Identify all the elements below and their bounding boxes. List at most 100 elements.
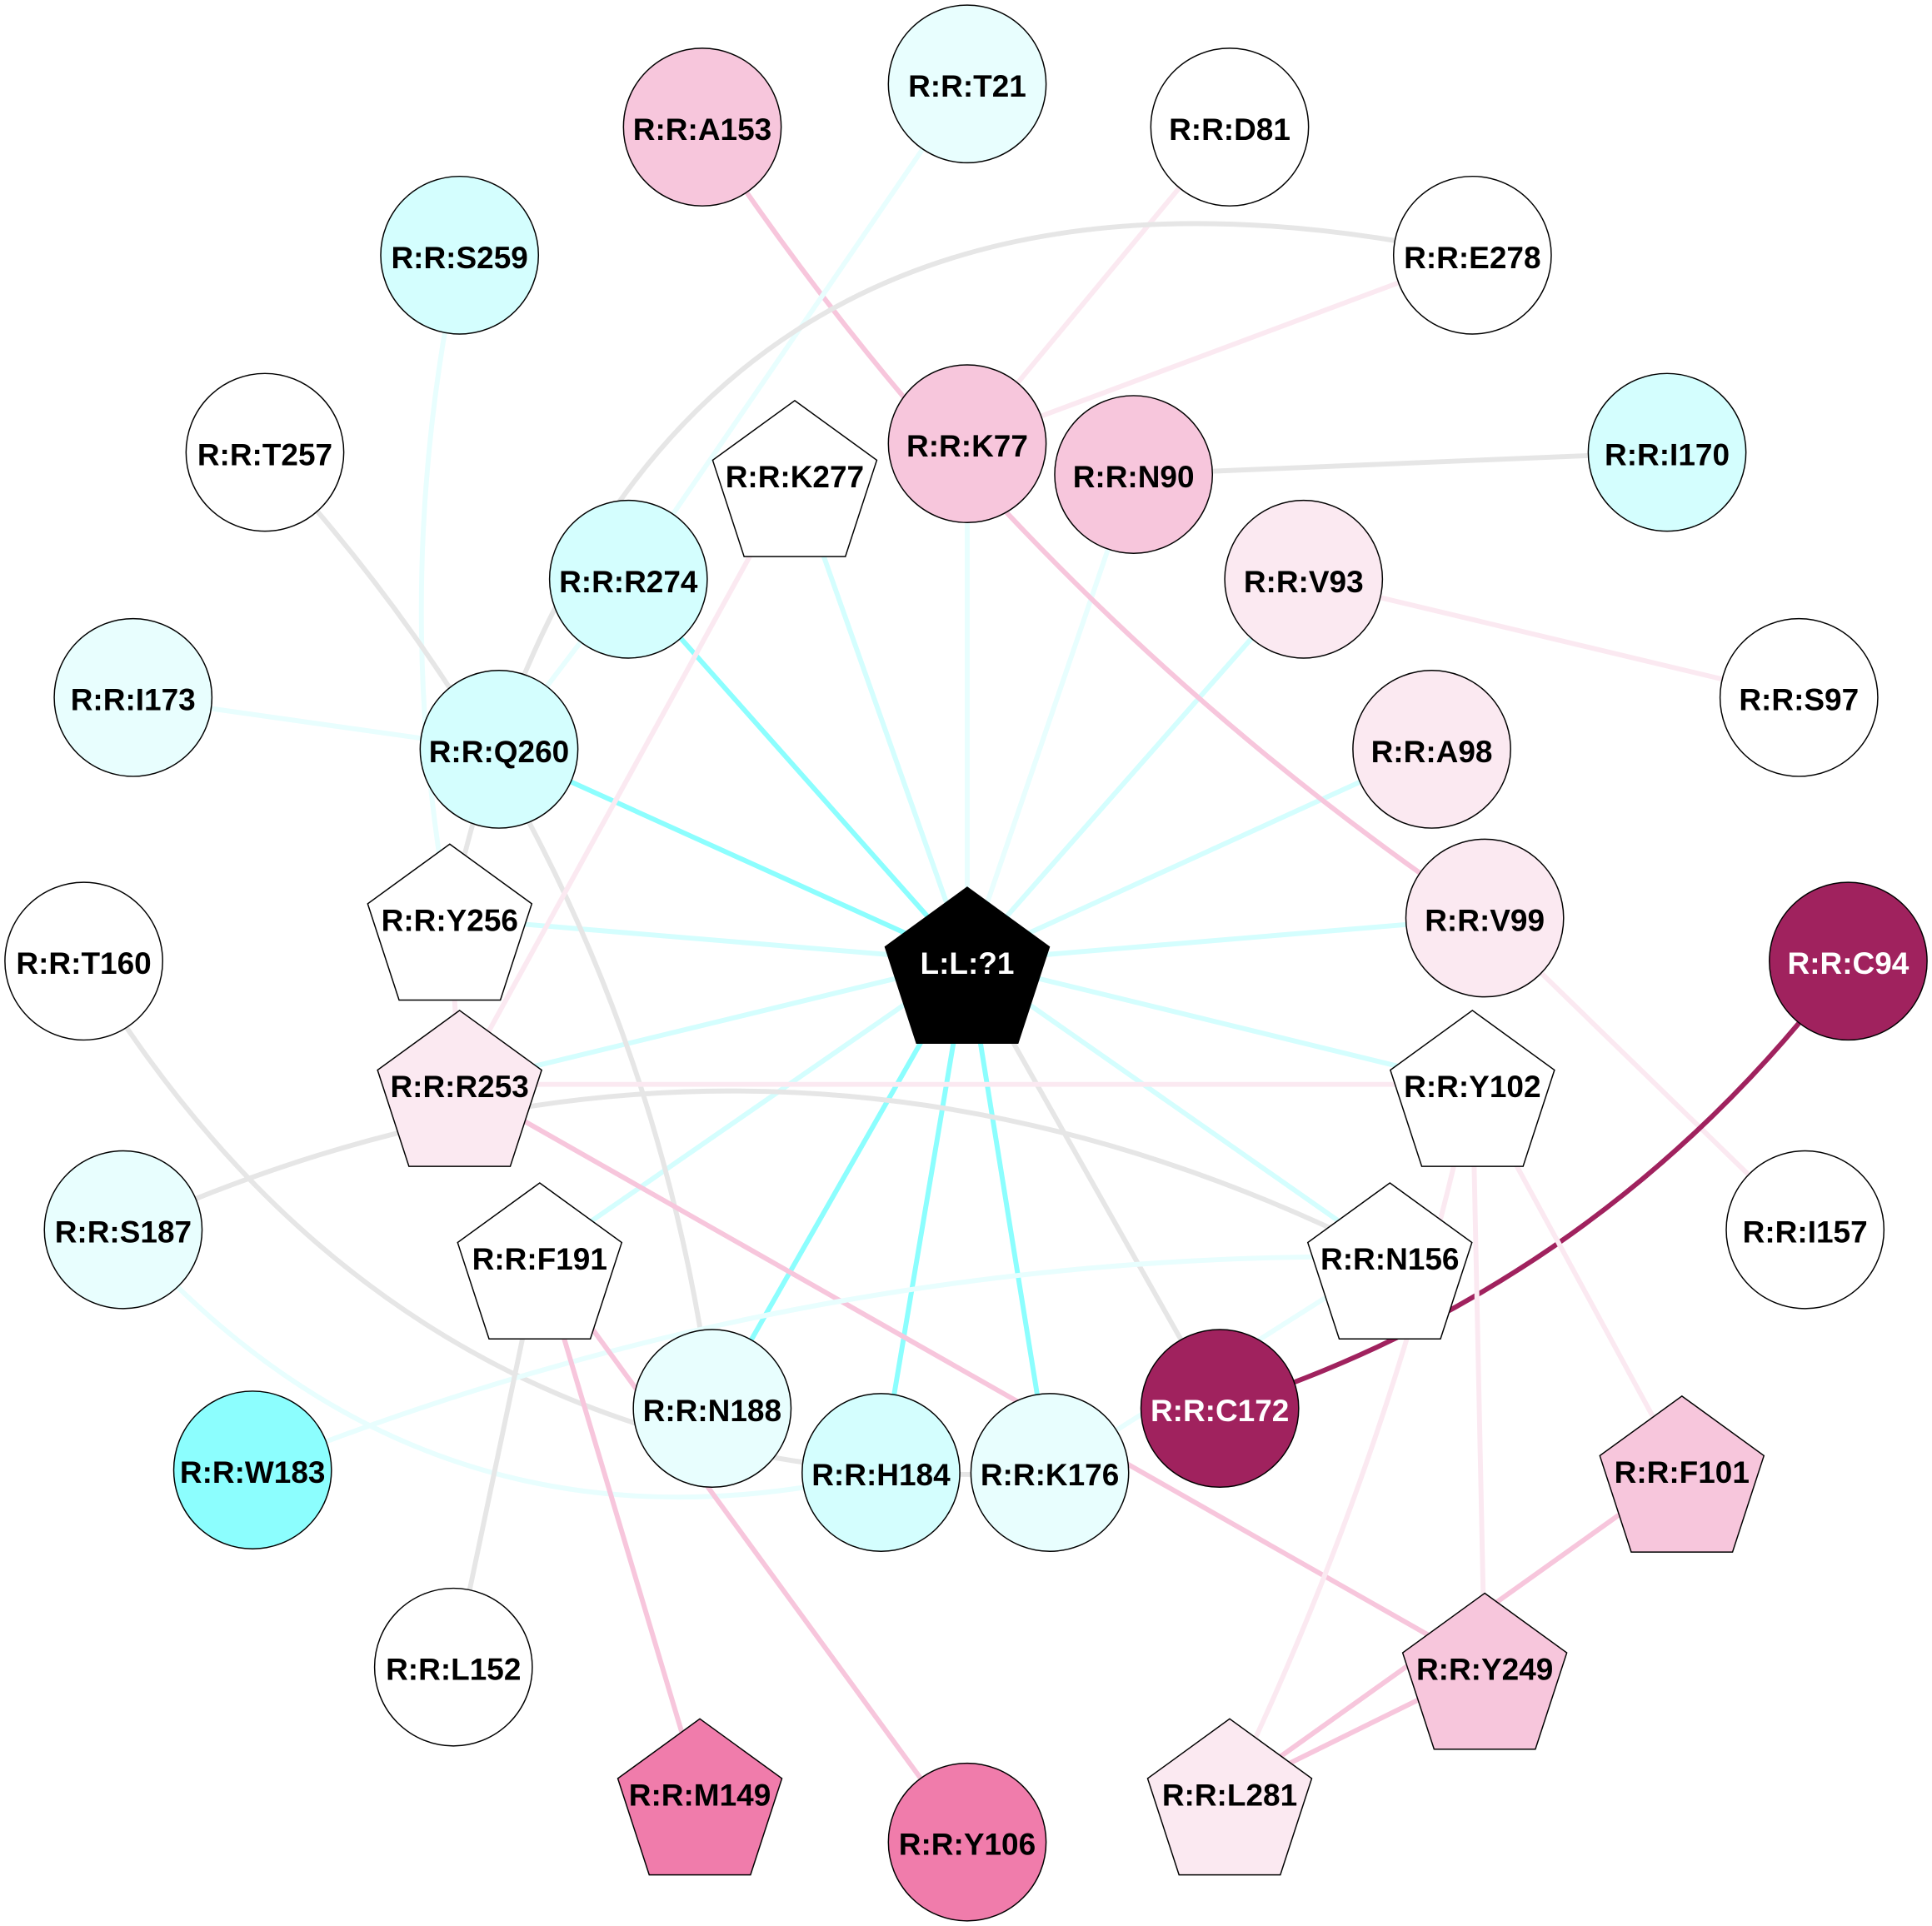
pentagon-shape [1401, 1592, 1568, 1750]
node-r-r-r253[interactable]: R:R:R253 [377, 1010, 543, 1167]
node-label: R:R:Y102 [1404, 1070, 1540, 1104]
node-label: R:R:V93 [1244, 565, 1364, 599]
node-r-r-s187[interactable]: R:R:S187 [43, 1150, 203, 1310]
circle-shape [185, 372, 345, 532]
node-r-r-y102[interactable]: R:R:Y102 [1389, 1010, 1555, 1167]
node-label: R:R:T160 [16, 946, 151, 980]
node-label: R:R:F101 [1615, 1455, 1750, 1489]
node-r-r-n188[interactable]: R:R:N188 [632, 1329, 792, 1489]
node-label: R:R:T21 [908, 69, 1026, 103]
node-r-r-e278[interactable]: R:R:E278 [1392, 175, 1552, 335]
node-label: R:R:N156 [1320, 1242, 1459, 1276]
edge-r-r-s187-r-r-n156 [122, 1088, 1391, 1260]
node-r-r-f191[interactable]: R:R:F191 [457, 1182, 623, 1340]
node-r-r-i173[interactable]: R:R:I173 [53, 617, 213, 777]
node-r-r-n90[interactable]: R:R:N90 [1054, 395, 1214, 554]
node-r-r-v93[interactable]: R:R:V93 [1224, 499, 1384, 659]
edge-r-r-y102-r-r-l281 [1227, 1084, 1475, 1794]
node-label: R:R:D81 [1169, 112, 1290, 147]
circle-shape [1224, 499, 1384, 659]
circle-shape [1150, 47, 1310, 207]
circle-shape [172, 1390, 332, 1549]
node-r-r-k176[interactable]: R:R:K176 [970, 1393, 1130, 1552]
pentagon-shape [1389, 1010, 1555, 1167]
circle-shape [887, 364, 1047, 524]
pentagon-shape [711, 399, 878, 557]
circle-shape [622, 47, 782, 207]
pentagon-shape [1146, 1718, 1313, 1876]
circle-shape [1392, 175, 1552, 335]
node-r-r-a153[interactable]: R:R:A153 [622, 47, 782, 207]
node-r-r-y256[interactable]: R:R:Y256 [367, 843, 533, 1001]
node-r-r-y106[interactable]: R:R:Y106 [887, 1762, 1047, 1922]
node-r-r-t160[interactable]: R:R:T160 [4, 881, 163, 1041]
circle-shape [380, 175, 540, 335]
node-label: R:R:H184 [811, 1458, 951, 1492]
node-label: R:R:K77 [906, 429, 1028, 463]
circle-shape [801, 1393, 961, 1552]
node-label: R:R:L152 [386, 1653, 521, 1687]
node-label: R:R:R253 [390, 1070, 528, 1104]
pentagon-shape [617, 1718, 783, 1876]
node-label: R:R:Y256 [382, 903, 518, 937]
node-label: R:R:K277 [726, 460, 864, 494]
node-r-r-q260[interactable]: R:R:Q260 [419, 670, 579, 829]
node-r-r-s259[interactable]: R:R:S259 [380, 175, 540, 335]
circle-shape [548, 499, 708, 659]
circle-shape [1405, 838, 1565, 998]
circle-shape [419, 670, 579, 829]
circle-shape [1140, 1329, 1300, 1489]
node-label: R:R:S97 [1739, 683, 1859, 717]
circle-shape [1587, 372, 1747, 532]
node-label: R:R:S259 [391, 241, 527, 275]
circle-shape [53, 617, 213, 777]
node-r-r-l281[interactable]: R:R:L281 [1146, 1718, 1313, 1876]
circle-shape [887, 4, 1047, 164]
node-label: R:R:K176 [981, 1458, 1119, 1492]
node-r-r-s97[interactable]: R:R:S97 [1719, 617, 1879, 777]
edge-l-l-1-r-r-f191 [538, 959, 969, 1260]
circle-shape [1352, 670, 1511, 829]
node-r-r-d81[interactable]: R:R:D81 [1150, 47, 1310, 207]
node-label: R:R:E278 [1404, 241, 1540, 275]
node-l-l-1[interactable]: L:L:?1 [884, 886, 1051, 1045]
node-label: R:R:A153 [633, 112, 771, 147]
circle-shape [1054, 395, 1214, 554]
node-r-r-l152[interactable]: R:R:L152 [373, 1587, 533, 1747]
edge-r-r-c94-r-r-c172 [1219, 960, 1850, 1411]
node-r-r-h184[interactable]: R:R:H184 [801, 1393, 961, 1552]
node-r-r-w183[interactable]: R:R:W183 [172, 1390, 332, 1549]
pentagon-shape [1599, 1395, 1765, 1553]
node-r-r-c94[interactable]: R:R:C94 [1769, 881, 1928, 1041]
node-r-r-m149[interactable]: R:R:M149 [617, 1718, 783, 1876]
node-r-r-k77[interactable]: R:R:K77 [887, 364, 1047, 524]
node-r-r-t257[interactable]: R:R:T257 [185, 372, 345, 532]
node-label: R:R:W183 [180, 1455, 326, 1489]
pentagon-shape [377, 1010, 543, 1167]
circle-shape [970, 1393, 1130, 1552]
node-r-r-c172[interactable]: R:R:C172 [1140, 1329, 1300, 1489]
node-r-r-i170[interactable]: R:R:I170 [1587, 372, 1747, 532]
node-label: R:R:Y249 [1416, 1653, 1553, 1687]
circle-shape [1719, 617, 1879, 777]
node-label: R:R:L281 [1162, 1779, 1297, 1813]
node-r-r-y249[interactable]: R:R:Y249 [1401, 1592, 1568, 1750]
circle-shape [1769, 881, 1928, 1041]
node-r-r-t21[interactable]: R:R:T21 [887, 4, 1047, 164]
node-r-r-f101[interactable]: R:R:F101 [1599, 1395, 1765, 1553]
node-r-r-k277[interactable]: R:R:K277 [711, 399, 878, 557]
edge-r-r-f191-r-r-y106 [537, 1255, 970, 1844]
node-r-r-n156[interactable]: R:R:N156 [1306, 1182, 1473, 1340]
pentagon-shape [1306, 1182, 1473, 1340]
node-label: R:R:I173 [71, 683, 196, 717]
node-r-r-v99[interactable]: R:R:V99 [1405, 838, 1565, 998]
node-label: R:R:Q260 [429, 735, 569, 769]
node-label: R:R:I170 [1605, 437, 1730, 472]
node-r-r-r274[interactable]: R:R:R274 [548, 499, 708, 659]
node-label: R:R:C172 [1151, 1394, 1289, 1428]
node-label: R:R:F191 [472, 1242, 607, 1276]
node-label: R:R:A98 [1371, 735, 1493, 769]
node-r-r-a98[interactable]: R:R:A98 [1352, 670, 1511, 829]
node-label: R:R:T257 [197, 437, 332, 472]
node-r-r-i157[interactable]: R:R:I157 [1725, 1150, 1885, 1310]
